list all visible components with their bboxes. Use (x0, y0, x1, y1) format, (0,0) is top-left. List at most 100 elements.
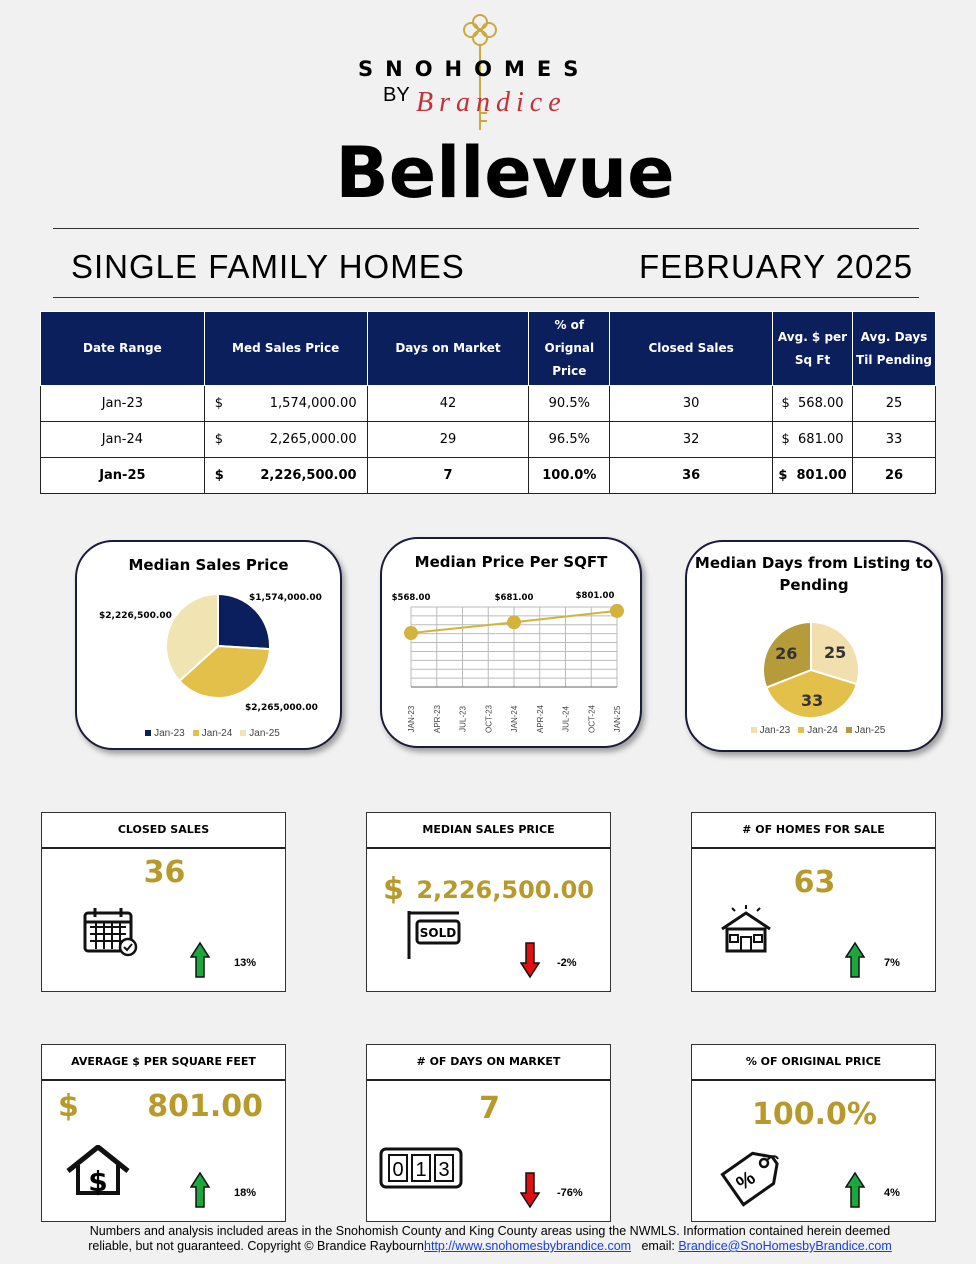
house-dollar-icon: $ (66, 1145, 130, 1197)
logo-by: BY (383, 84, 410, 106)
legend-swatch (145, 730, 152, 736)
x-tick-label: JUL-24 (562, 706, 571, 732)
cell-price: $1,574,000.00 (203, 385, 368, 422)
data-point (507, 615, 521, 630)
price-tag-icon: % (720, 1151, 779, 1207)
legend-swatch (240, 730, 247, 736)
chart-title: Median Sales Price (128, 556, 289, 574)
value: 681.00 (798, 432, 844, 447)
arrow-up-icon (190, 941, 211, 978)
footer-copyright: reliable, but not guaranteed. Copyright … (88, 1239, 425, 1253)
kpi-value: 100.0% (752, 1097, 877, 1132)
data-point (404, 626, 418, 641)
line-chart: JAN-23 APR-23 JUL-23 OCT-23 JAN-24 APR-24 JUL-… (392, 591, 624, 733)
table-row: Jan-23 $1,574,000.00 42 90.5% 30 $ 568.0… (40, 385, 936, 422)
col-header: Med Sales Price (203, 311, 368, 386)
cell-sqft: $ 681.00 (772, 421, 853, 458)
legend-item: Jan-23 (154, 728, 185, 739)
cell-date: Jan-23 (40, 385, 205, 422)
pie-slice-jan-23 (810, 620, 860, 686)
currency: $ (781, 432, 790, 447)
col-header: Days on Market (366, 311, 530, 386)
kpi-card: % OF ORIGINAL PRICE 100.0% % 4% (691, 1044, 936, 1222)
pie-slice-jan-24 (178, 644, 271, 699)
footer-disclaimer: Numbers and analysis included areas in t… (89, 1224, 891, 1238)
x-tick-label: JUL-23 (459, 706, 468, 732)
chart-median-sales-price: Median Sales Price $1,574,000.00 $2,265,0… (75, 540, 342, 750)
x-tick-label: JAN-24 (510, 705, 519, 732)
legend-swatch (798, 727, 805, 733)
col-header: Closed Sales (609, 311, 774, 386)
arrow-down-icon (520, 1172, 541, 1209)
divider (53, 297, 919, 298)
currency: $ (778, 468, 788, 483)
kpi-change: 7% (884, 957, 900, 969)
house-icon (721, 905, 771, 953)
chart-title: Median Price Per SQFT (414, 553, 608, 571)
website-link[interactable]: http://www.snohomesbybrandice.com (424, 1239, 632, 1253)
cell-date: Jan-25 (40, 457, 205, 494)
cell-dom: 7 (366, 457, 530, 494)
table-row: Jan-25 $2,226,500.00 7 100.0% 36 $ 801.0… (40, 457, 936, 494)
col-header: Avg. $ per Sq Ft (772, 311, 853, 386)
cell-pending: 26 (852, 457, 936, 494)
cell-pct: 90.5% (528, 385, 611, 422)
value: 801.00 (796, 468, 847, 483)
chart-price-per-sqft: Median Price Per SQFT JAN-23 APR-23 JUL-23… (380, 537, 642, 748)
cell-dom: 29 (366, 421, 530, 458)
cell-sqft: $ 568.00 (772, 385, 853, 422)
col-header: % of Orignal Price (528, 311, 611, 386)
arrow-down-icon (520, 942, 541, 979)
report-month: FEBRUARY 2025 (639, 248, 914, 285)
kpi-title: MEDIAN SALES PRICE (367, 813, 610, 849)
legend-swatch (192, 730, 199, 736)
legend-item: Jan-23 (759, 725, 791, 736)
kpi-title: CLOSED SALES (42, 813, 285, 849)
chart-title: Median Days from Listing to Pending (694, 554, 934, 594)
kpi-card: AVERAGE $ PER SQUARE FEET $801.00 $ 18% (41, 1044, 286, 1222)
x-tick-label: APR-24 (536, 704, 545, 733)
kpi-value: 36 (143, 855, 186, 890)
value: 568.00 (798, 396, 844, 411)
x-tick-label: OCT-24 (587, 704, 596, 733)
cell-dom: 42 (366, 385, 530, 422)
svg-text:3: 3 (438, 1159, 449, 1181)
chart-legend: Jan-23 Jan-24 Jan-25 (77, 728, 340, 739)
cell-pending: 25 (852, 385, 936, 422)
svg-text:%: % (732, 1167, 759, 1195)
table-row: Jan-24 $2,265,000.00 29 96.5% 32 $ 681.0… (40, 421, 936, 458)
logo-signature: Brandice (416, 87, 567, 118)
pie-slice-jan-23 (217, 592, 271, 651)
cell-pct: 100.0% (528, 457, 611, 494)
x-tick-label: OCT-23 (484, 704, 493, 733)
data-label: $2,265,000.00 (245, 703, 318, 713)
cell-closed: 36 (609, 457, 774, 494)
key-icon (463, 14, 497, 130)
email-label: email: (641, 1239, 675, 1253)
table-header: Date Range Med Sales Price Days on Marke… (40, 311, 936, 386)
logo: SNOHOMES BY Brandice (350, 8, 620, 138)
page-title: Bellevue (335, 132, 675, 214)
x-tick-label: JAN-25 (613, 705, 622, 732)
kpi-card: CLOSED SALES 36 13% (41, 812, 286, 992)
currency: $ (781, 396, 790, 411)
chart-legend: Jan-23 Jan-24 Jan-25 (687, 725, 941, 736)
cell-closed: 32 (609, 421, 774, 458)
calendar-icon (83, 908, 138, 957)
value: 2,265,000.00 (269, 432, 357, 447)
legend-item: Jan-24 (807, 725, 838, 736)
kpi-change: 4% (884, 1187, 900, 1199)
value: 1,574,000.00 (269, 396, 357, 411)
cell-date: Jan-24 (40, 421, 205, 458)
logo-brand: SNOHOMES (358, 57, 591, 81)
email-link[interactable]: Brandice@SnoHomesbyBrandice.com (678, 1239, 892, 1253)
data-label: 26 (775, 644, 797, 663)
pie-chart: 25 33 26 (762, 620, 860, 719)
data-label: 33 (801, 691, 823, 710)
cell-price: $2,265,000.00 (203, 421, 368, 458)
kpi-change: -76% (557, 1187, 583, 1199)
data-label: $2,226,500.00 (99, 611, 172, 621)
sold-sign-icon: SOLD (407, 911, 461, 959)
kpi-value: 7 (479, 1091, 500, 1126)
